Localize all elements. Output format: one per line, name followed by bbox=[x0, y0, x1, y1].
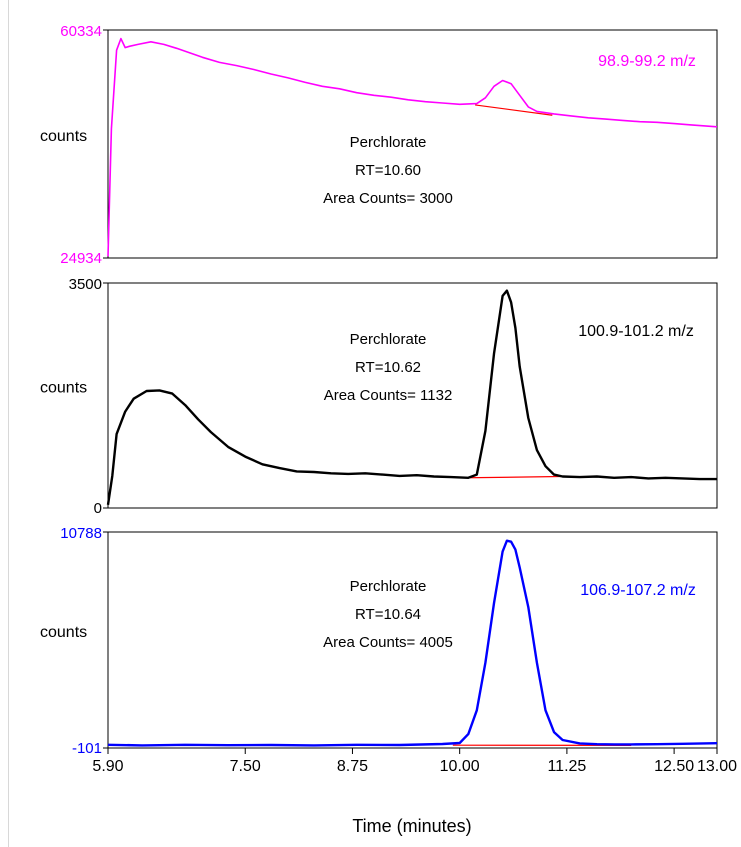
trace-line bbox=[107, 539, 718, 747]
trace-line bbox=[107, 37, 718, 257]
peak-annotation-line: RT=10.64 bbox=[355, 606, 421, 623]
y-tick-label-top: 3500 bbox=[69, 276, 102, 293]
y-axis-label: counts bbox=[40, 624, 87, 641]
peak-annotation-line: RT=10.62 bbox=[355, 359, 421, 376]
peak-annotation-line: Perchlorate bbox=[350, 134, 427, 151]
mz-label: 98.9-99.2 m/z bbox=[598, 53, 696, 70]
mz-label: 100.9-101.2 m/z bbox=[578, 323, 694, 340]
plot-frame-2 bbox=[107, 282, 718, 509]
x-tick-label: 5.90 bbox=[92, 758, 123, 775]
plot-frame-3 bbox=[107, 531, 718, 749]
y-tick-label-bottom: -101 bbox=[72, 740, 102, 757]
x-tick-label: 7.50 bbox=[230, 758, 261, 775]
x-tick-label: 11.25 bbox=[547, 758, 586, 775]
peak-annotation-line: Area Counts= 3000 bbox=[323, 190, 453, 207]
integration-baseline bbox=[475, 104, 553, 116]
peak-annotation-line: Perchlorate bbox=[350, 331, 427, 348]
peak-annotation-line: RT=10.60 bbox=[355, 162, 421, 179]
integration-baseline bbox=[468, 475, 561, 479]
x-tick-label: 13.00 bbox=[697, 758, 737, 775]
x-axis-label: Time (minutes) bbox=[352, 816, 471, 836]
x-tick-label: 8.75 bbox=[337, 758, 368, 775]
peak-annotation-line: Area Counts= 4005 bbox=[323, 634, 453, 651]
y-tick-label-bottom: 24934 bbox=[60, 250, 102, 267]
x-tick-label: 12.50 bbox=[654, 758, 694, 775]
y-tick-label-bottom: 0 bbox=[94, 500, 102, 517]
plot-frame-1 bbox=[107, 29, 718, 259]
page-left-rule bbox=[8, 0, 9, 847]
x-tick-label: 10.00 bbox=[440, 758, 480, 775]
y-axis-label: counts bbox=[40, 380, 87, 397]
y-axis-label: counts bbox=[40, 128, 87, 145]
y-tick-label-top: 10788 bbox=[60, 525, 102, 542]
trace-line bbox=[106, 289, 717, 505]
mz-label: 106.9-107.2 m/z bbox=[580, 582, 696, 599]
peak-annotation-line: Area Counts= 1132 bbox=[324, 387, 453, 404]
peak-annotation-line: Perchlorate bbox=[350, 578, 427, 595]
y-tick-label-top: 60334 bbox=[60, 23, 102, 40]
